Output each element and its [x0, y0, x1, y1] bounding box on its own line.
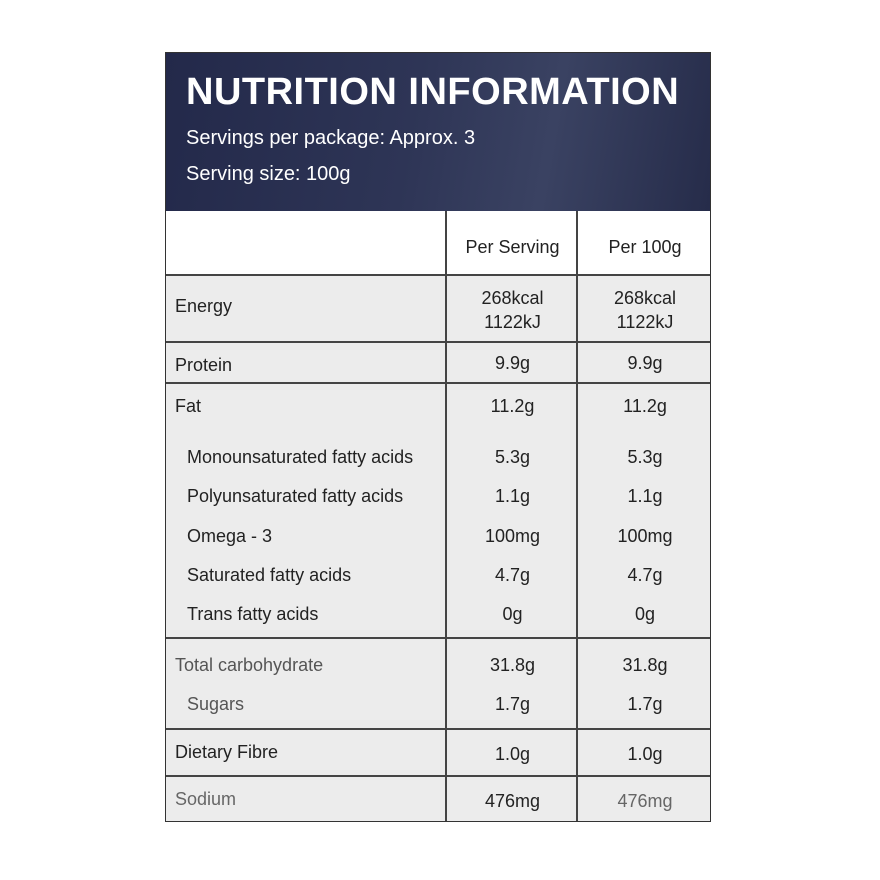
value: 476mg	[617, 791, 673, 811]
value: 1.1g	[627, 486, 663, 506]
row-label: Polyunsaturated fatty acids	[187, 486, 404, 506]
row-label: Saturated fatty acids	[187, 565, 352, 585]
value: 1.7g	[627, 694, 663, 714]
value: 100mg	[617, 526, 673, 546]
value: 0g	[502, 604, 523, 624]
row-label: Trans fatty acids	[187, 604, 319, 624]
row-label: Protein	[175, 355, 233, 375]
value: 11.2g	[623, 396, 667, 416]
value: 9.9g	[627, 353, 663, 373]
value: 1.0g	[494, 744, 531, 764]
row-label: Fat	[175, 396, 202, 416]
row-label: Sugars	[187, 694, 245, 714]
value: 268kcal	[481, 288, 544, 308]
row-label: Dietary Fibre	[175, 742, 279, 762]
value: 0g	[634, 604, 656, 624]
value: 1.7g	[494, 694, 531, 714]
value: 1122kJ	[484, 312, 541, 332]
value: 5.3g	[627, 447, 663, 467]
servings-per-package: Servings per package: Approx. 3	[186, 127, 476, 149]
value: 1122kJ	[616, 312, 674, 332]
row-label: Monounsaturated fatty acids	[187, 447, 414, 467]
value: 31.8g	[622, 655, 668, 675]
serving-size: Serving size: 100g	[186, 163, 351, 185]
nutrition-label: NUTRITION INFORMATION Servings per packa…	[165, 52, 711, 822]
value: 476mg	[484, 791, 541, 811]
value: 9.9g	[494, 353, 531, 373]
value: 4.7g	[494, 565, 531, 585]
column-per-100g: Per 100g	[608, 237, 682, 257]
value: 1.1g	[494, 486, 531, 506]
value: 11.2g	[490, 396, 535, 416]
row-label: Sodium	[175, 789, 237, 809]
row-fibre: Dietary Fibre 1.0g 1.0g	[166, 728, 710, 775]
value: 5.3g	[494, 447, 531, 467]
column-header-row: Per Serving Per 100g	[166, 211, 710, 274]
row-label: Energy	[175, 296, 233, 316]
label-title: NUTRITION INFORMATION	[186, 71, 680, 113]
value: 31.8g	[489, 655, 536, 675]
column-divider	[576, 211, 578, 821]
column-per-serving: Per Serving	[465, 237, 560, 257]
column-divider	[445, 211, 447, 821]
value: 100mg	[484, 526, 541, 546]
row-protein: Protein 9.9g 9.9g	[166, 341, 710, 382]
value: 1.0g	[627, 744, 663, 764]
label-header: NUTRITION INFORMATION Servings per packa…	[166, 53, 710, 211]
row-energy: Energy 268kcal 1122kJ 268kcal 1122kJ	[166, 274, 710, 341]
row-group-fat: Fat 11.2g 11.2g Monounsaturated fatty acids…	[166, 382, 710, 637]
row-label: Total carbohydrate	[175, 655, 324, 675]
value: 4.7g	[627, 565, 663, 585]
row-sodium: Sodium 476mg 476mg	[166, 775, 710, 821]
row-group-carbohydrate: Total carbohydrate 31.8g 31.8g Sugars 1.7g 1.…	[166, 637, 710, 728]
row-label: Omega - 3	[187, 526, 273, 546]
value: 268kcal	[613, 288, 677, 308]
